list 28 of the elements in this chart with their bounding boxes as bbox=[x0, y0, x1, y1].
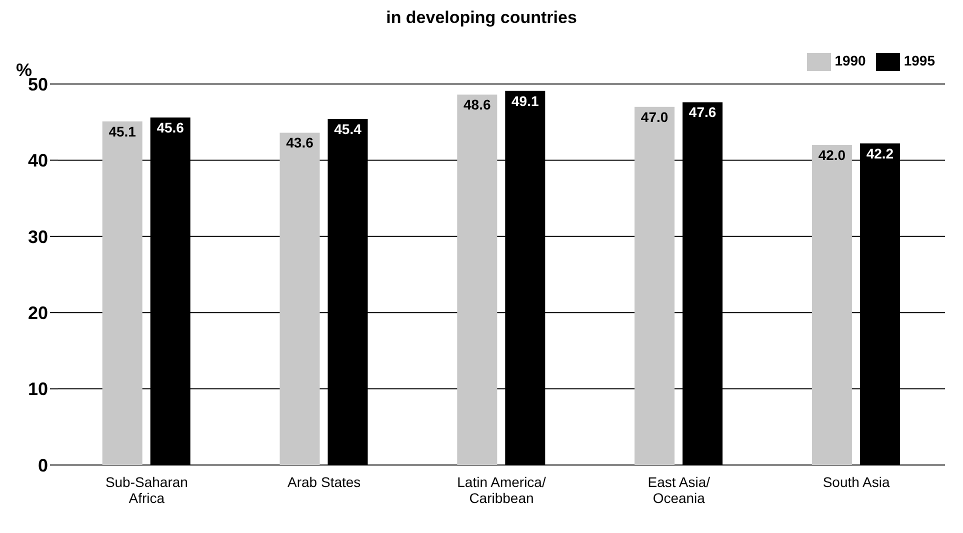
data-label: 45.6 bbox=[156, 119, 184, 136]
x-tick-label: Sub-Saharan Africa bbox=[105, 474, 188, 506]
bar bbox=[457, 94, 498, 465]
data-label: 42.0 bbox=[818, 146, 846, 163]
y-tick-label: 40 bbox=[28, 150, 48, 171]
bar bbox=[102, 121, 142, 465]
x-tick-label: South Asia bbox=[822, 474, 890, 490]
x-tick-label: East Asia/ Oceania bbox=[648, 474, 710, 506]
y-tick-label: 30 bbox=[28, 226, 48, 247]
data-label: 43.6 bbox=[286, 134, 314, 151]
y-tick-label: 20 bbox=[28, 302, 48, 323]
data-label: 45.4 bbox=[334, 120, 362, 137]
chart-title: in developing countries bbox=[385, 8, 578, 29]
data-label: 48.6 bbox=[464, 96, 491, 113]
x-tick-label: Latin America/ Caribbean bbox=[457, 474, 546, 506]
legend-label: 1990 bbox=[834, 52, 866, 69]
bar bbox=[280, 132, 320, 465]
legend-label: 1995 bbox=[904, 52, 935, 69]
y-tick-label: 0 bbox=[38, 455, 48, 476]
y-tick-label: 10 bbox=[28, 379, 48, 400]
data-label: 45.1 bbox=[108, 123, 136, 140]
data-label: 47.0 bbox=[640, 108, 668, 125]
data-label: 49.1 bbox=[512, 92, 539, 109]
bar bbox=[812, 144, 852, 465]
bar bbox=[634, 106, 675, 465]
x-tick-label: Arab States bbox=[288, 474, 361, 490]
data-label: 42.2 bbox=[866, 145, 894, 162]
data-label: 47.6 bbox=[688, 104, 716, 120]
